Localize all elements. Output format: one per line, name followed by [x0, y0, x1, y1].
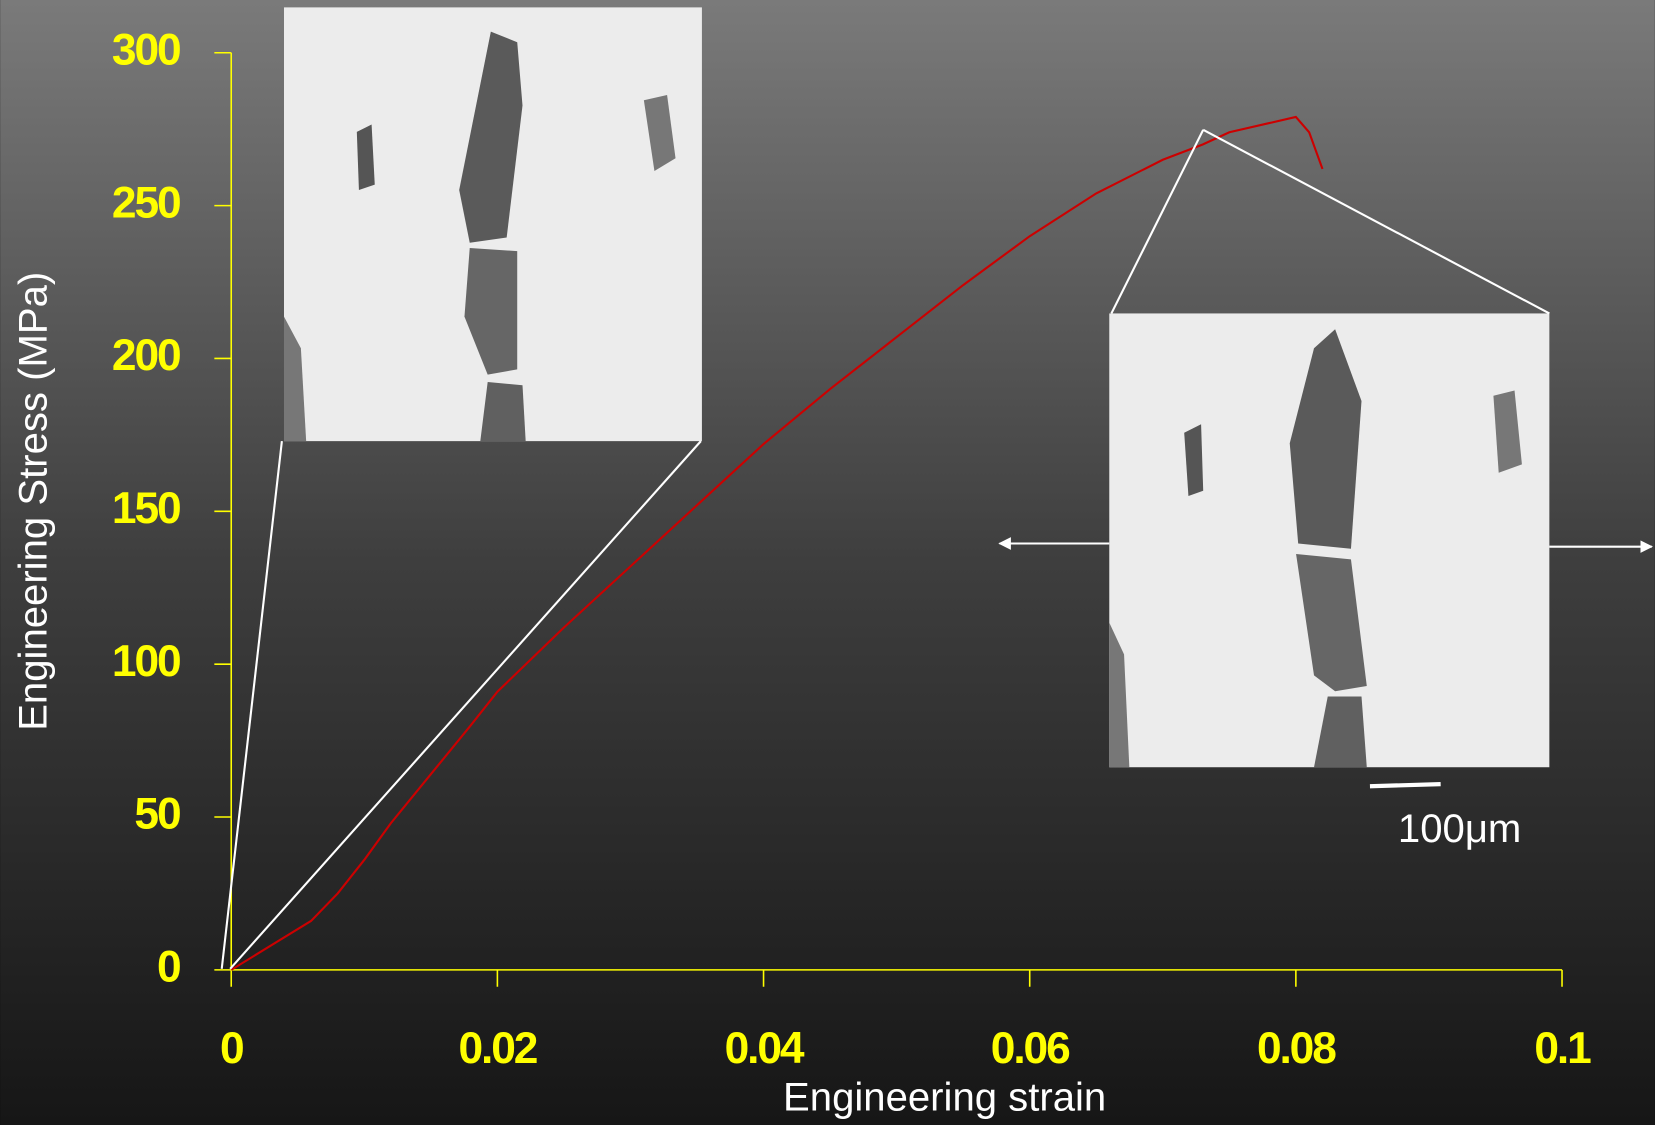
y-tick-label: 200 [112, 331, 180, 380]
scale-label: 100μm [1398, 807, 1521, 851]
x-tick-label: 0.08 [1257, 1024, 1336, 1073]
micrograph-1 [284, 7, 702, 441]
y-tick-label: 250 [112, 178, 180, 227]
x-tick-label: 0.06 [991, 1024, 1070, 1073]
x-tick-label: 0.04 [725, 1024, 805, 1073]
x-axis-label: Engineering strain [783, 1075, 1106, 1119]
x-tick-label: 0.1 [1534, 1024, 1591, 1073]
y-tick-label: 300 [112, 25, 180, 74]
x-tick-label: 0 [220, 1024, 243, 1073]
y-tick-label: 50 [134, 790, 180, 839]
y-tick-label: 0 [157, 943, 180, 992]
y-tick-label: 150 [112, 484, 180, 533]
y-tick-label: 100 [112, 637, 180, 686]
y-axis-label: Engineering Stress (MPa) [12, 272, 56, 731]
chart: 0 0.02 0.04 0.06 0.08 0.1 0 50 100 150 200 250 300 1… [0, 0, 1655, 1125]
x-tick-label: 0.02 [458, 1024, 536, 1073]
micrograph-2 [1109, 313, 1549, 767]
